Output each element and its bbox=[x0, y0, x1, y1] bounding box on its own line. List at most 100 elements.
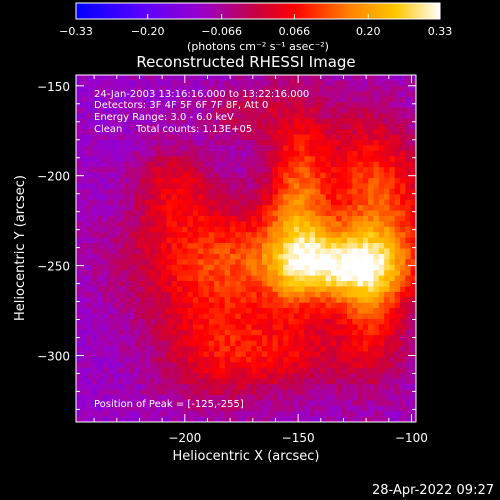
heatmap-cell bbox=[410, 199, 416, 206]
heatmap-cell bbox=[283, 118, 290, 125]
heatmap-cell bbox=[394, 281, 401, 288]
heatmap-cell bbox=[325, 226, 332, 233]
heatmap-cell bbox=[272, 183, 279, 190]
heatmap-cell bbox=[208, 75, 215, 82]
heatmap-cell bbox=[331, 161, 337, 168]
heatmap-cell bbox=[161, 102, 167, 109]
heatmap-cell bbox=[107, 394, 114, 401]
heatmap-cell bbox=[113, 373, 120, 380]
heatmap-cell bbox=[139, 199, 146, 206]
heatmap-cell bbox=[91, 102, 98, 109]
heatmap-cell bbox=[145, 367, 151, 374]
heatmap-cell bbox=[373, 384, 380, 391]
heatmap-cell bbox=[346, 194, 353, 201]
heatmap-cell bbox=[139, 281, 146, 288]
heatmap-cell bbox=[293, 167, 300, 174]
heatmap-cell bbox=[256, 297, 263, 304]
heatmap-cell bbox=[150, 356, 157, 363]
heatmap-cell bbox=[384, 302, 391, 309]
heatmap-cell bbox=[118, 243, 125, 250]
heatmap-cell bbox=[373, 75, 380, 82]
heatmap-cell bbox=[309, 172, 316, 179]
heatmap-cell bbox=[384, 356, 391, 363]
heatmap-cell bbox=[315, 194, 321, 201]
heatmap-cell bbox=[315, 188, 321, 195]
heatmap-cell bbox=[113, 221, 120, 228]
heatmap-cell bbox=[331, 205, 337, 212]
heatmap-cell bbox=[208, 178, 215, 185]
heatmap-cell bbox=[171, 232, 178, 239]
heatmap-cell bbox=[76, 156, 82, 163]
heatmap-cell bbox=[134, 411, 141, 418]
heatmap-cell bbox=[91, 324, 98, 331]
heatmap-cell bbox=[219, 356, 226, 363]
heatmap-cell bbox=[166, 215, 173, 222]
heatmap-cell bbox=[203, 281, 210, 288]
heatmap-cell bbox=[246, 351, 252, 358]
heatmap-cell bbox=[293, 205, 300, 212]
heatmap-cell bbox=[293, 351, 300, 358]
heatmap-cell bbox=[293, 232, 300, 239]
heatmap-cell bbox=[86, 329, 93, 336]
heatmap-cell bbox=[410, 161, 416, 168]
heatmap-cell bbox=[346, 340, 353, 347]
heatmap-cell bbox=[400, 259, 406, 266]
heatmap-cell bbox=[230, 291, 236, 298]
heatmap-cell bbox=[176, 351, 183, 358]
heatmap-cell bbox=[320, 324, 327, 331]
heatmap-cell bbox=[118, 286, 125, 293]
heatmap-cell bbox=[203, 188, 210, 195]
heatmap-cell bbox=[256, 340, 263, 347]
heatmap-cell bbox=[171, 308, 178, 315]
heatmap-cell bbox=[224, 335, 231, 342]
heatmap-cell bbox=[288, 210, 295, 217]
heatmap-cell bbox=[166, 129, 173, 136]
heatmap-cell bbox=[176, 243, 183, 250]
heatmap-cell bbox=[219, 102, 226, 109]
heatmap-cell bbox=[155, 118, 162, 125]
heatmap-cell bbox=[161, 335, 167, 342]
heatmap-cell bbox=[113, 75, 120, 82]
heatmap-cell bbox=[384, 188, 391, 195]
heatmap-cell bbox=[267, 356, 274, 363]
heatmap-cell bbox=[97, 286, 104, 293]
heatmap-cell bbox=[198, 275, 205, 282]
heatmap-cell bbox=[251, 253, 258, 260]
heatmap-cell bbox=[113, 215, 120, 222]
heatmap-cell bbox=[325, 411, 332, 418]
heatmap-cell bbox=[219, 248, 226, 255]
heatmap-cell bbox=[208, 373, 215, 380]
heatmap-cell bbox=[76, 243, 82, 250]
y-tick-label: −250 bbox=[37, 260, 70, 274]
heatmap-cell bbox=[192, 259, 199, 266]
heatmap-cell bbox=[139, 215, 146, 222]
heatmap-cell bbox=[410, 150, 416, 157]
heatmap-cell bbox=[304, 243, 311, 250]
heatmap-cell bbox=[272, 394, 279, 401]
heatmap-cell bbox=[394, 346, 401, 353]
heatmap-cell bbox=[405, 205, 412, 212]
heatmap-cell bbox=[304, 91, 311, 98]
heatmap-cell bbox=[176, 291, 183, 298]
heatmap-cell bbox=[145, 378, 151, 385]
heatmap-cell bbox=[187, 291, 194, 298]
heatmap-cell bbox=[230, 199, 236, 206]
heatmap-cell bbox=[293, 80, 300, 87]
heatmap-cell bbox=[283, 199, 290, 206]
heatmap-cell bbox=[346, 107, 353, 114]
heatmap-cell bbox=[299, 373, 306, 380]
heatmap-cell bbox=[320, 226, 327, 233]
heatmap-cell bbox=[384, 129, 391, 136]
heatmap-cell bbox=[357, 324, 364, 331]
heatmap-cell bbox=[145, 281, 151, 288]
heatmap-cell bbox=[118, 264, 125, 271]
heatmap-cell bbox=[315, 297, 321, 304]
heatmap-cell bbox=[91, 362, 98, 369]
heatmap-cell bbox=[139, 91, 146, 98]
heatmap-cell bbox=[102, 411, 109, 418]
heatmap-cell bbox=[91, 302, 98, 309]
heatmap-cell bbox=[240, 221, 247, 228]
heatmap-cell bbox=[166, 335, 173, 342]
heatmap-cell bbox=[97, 270, 104, 277]
heatmap-cell bbox=[102, 194, 109, 201]
